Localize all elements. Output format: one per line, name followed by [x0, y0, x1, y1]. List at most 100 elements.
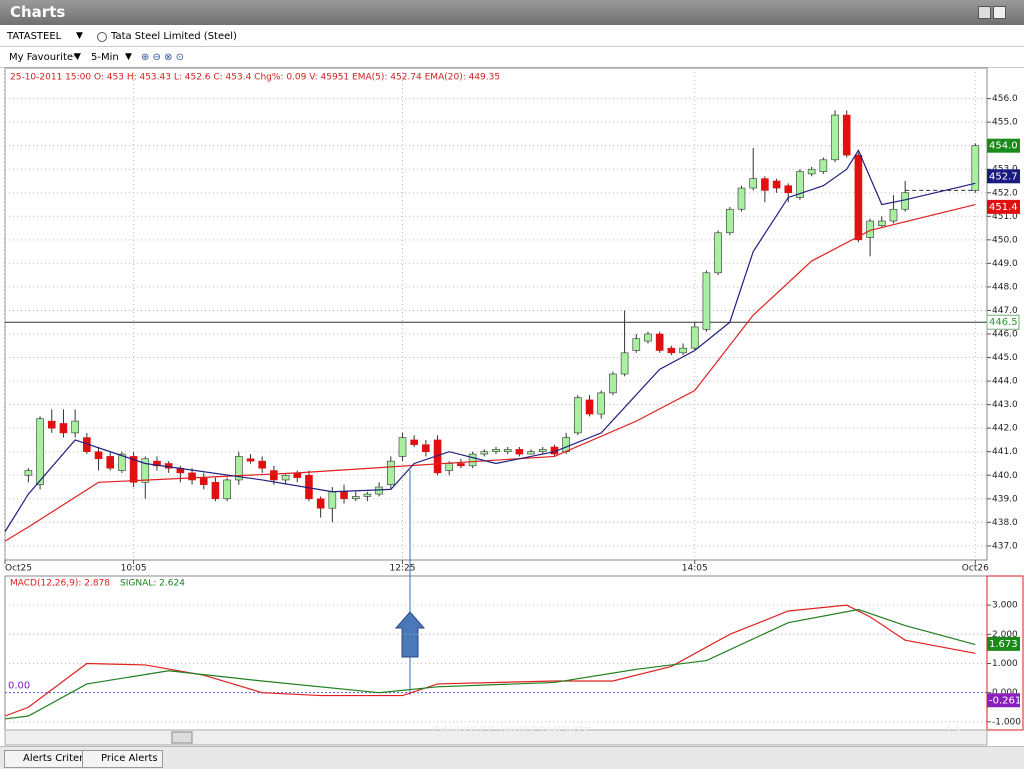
- candle-body: [141, 458, 150, 483]
- y-tick-label: 448.0: [992, 282, 1018, 292]
- candle-body: [188, 472, 196, 481]
- price-tag-label: 446.5: [989, 317, 1018, 328]
- candle-body: [281, 474, 290, 481]
- candle-body: [246, 458, 255, 462]
- search-icon[interactable]: [97, 32, 107, 42]
- price-tag: [987, 169, 1020, 184]
- scroll-thumb[interactable]: [171, 731, 193, 744]
- price-tag-label: 454.0: [989, 141, 1018, 152]
- candle-body: [796, 171, 804, 198]
- y-tick-label: 447.0: [992, 306, 1018, 316]
- price-tag: [986, 314, 1020, 330]
- candle-body: [585, 399, 594, 415]
- symbol-row: TATASTEEL ▼ Tata Steel Limited (Steel): [0, 27, 1024, 47]
- candle-body: [620, 352, 629, 375]
- y-tick-label: 451.0: [992, 212, 1018, 222]
- y-tick-label: 441.0: [992, 447, 1018, 457]
- candle-body: [807, 168, 816, 175]
- candle-body: [199, 477, 208, 485]
- price-tag: [987, 693, 1020, 708]
- candle-body: [574, 397, 582, 434]
- dropdown-arrow[interactable]: ▼: [74, 52, 81, 62]
- window-title: Charts: [10, 3, 66, 21]
- candle-body: [737, 187, 746, 210]
- candle-body: [714, 232, 722, 274]
- candle-body: [690, 326, 699, 349]
- candle-body: [831, 114, 839, 161]
- page-number: 13: [945, 726, 962, 741]
- candle-body: [749, 178, 757, 189]
- candle-body: [503, 449, 512, 453]
- price-tag-label: -0.261: [989, 695, 1021, 706]
- candle-body: [211, 482, 220, 500]
- candle-body: [644, 333, 652, 342]
- y-tick-label: 455.0: [992, 118, 1018, 128]
- candle-body: [316, 498, 325, 509]
- line-series: [4, 203, 976, 542]
- candle-body: [842, 114, 851, 156]
- y-tick-label: -1.000: [992, 717, 1021, 727]
- x-tick-label: Oct25: [5, 564, 32, 574]
- watchlist-select[interactable]: My Favourite*: [9, 52, 79, 63]
- line-series: [4, 149, 976, 533]
- legend-entry: SIGNAL: 2.624: [120, 579, 185, 589]
- candle-body: [877, 220, 886, 227]
- dropdown-arrow[interactable]: ▼: [76, 31, 83, 41]
- symbol-select[interactable]: TATASTEEL: [7, 31, 62, 42]
- chart: FINAFREE INVESTMENTS 13 437.0 438.0 439.0 4…: [4, 67, 1024, 746]
- x-tick-label: 14:05: [682, 564, 708, 574]
- candle-body: [223, 479, 231, 500]
- restore-button[interactable]: [978, 6, 991, 19]
- candle-body: [515, 449, 524, 455]
- price-tag: [987, 636, 1020, 651]
- y-tick-label: 438.0: [992, 518, 1018, 528]
- zoom-tools[interactable]: ⊕ ⊖ ⊗ ⊙: [141, 52, 185, 63]
- candle-body: [480, 451, 489, 455]
- price-tag: [987, 199, 1020, 214]
- candle-body: [328, 491, 337, 509]
- price-tag-label: 452.7: [989, 171, 1018, 182]
- candle-body: [386, 460, 395, 485]
- y-tick-label: 443.0: [992, 400, 1018, 410]
- interval-select[interactable]: 5-Min: [91, 52, 119, 63]
- candle-body: [106, 456, 115, 469]
- candle-body: [527, 451, 535, 455]
- y-tick-label: 440.0: [992, 471, 1018, 481]
- candle-body: [667, 347, 676, 354]
- x-tick-label: Oct26: [962, 564, 989, 574]
- candle-body: [726, 208, 734, 234]
- candle-body: [772, 180, 781, 189]
- company-name: Tata Steel Limited (Steel): [111, 31, 237, 42]
- candle-body: [410, 439, 418, 445]
- x-tick-label: 10:05: [121, 564, 147, 574]
- y-tick-label: 442.0: [992, 424, 1018, 434]
- price-tag-label: 451.4: [989, 202, 1018, 213]
- y-tick-label: 452.0: [992, 188, 1018, 198]
- candle-body: [492, 449, 500, 453]
- candle-body: [363, 493, 372, 497]
- candle-body: [351, 496, 360, 500]
- price-tag: [987, 138, 1020, 153]
- dropdown-arrow[interactable]: ▼: [125, 52, 132, 62]
- y-tick-label: 0.000: [992, 688, 1018, 698]
- price-panel: [4, 67, 988, 561]
- candle-body: [59, 423, 68, 434]
- candle-body: [784, 185, 793, 194]
- candle-body: [94, 451, 103, 460]
- title-bar: Charts: [0, 0, 1024, 25]
- candle-body: [702, 272, 711, 330]
- candle-body: [609, 373, 617, 394]
- tab[interactable]: Price Alerts: [82, 750, 163, 768]
- watermark: FINAFREE INVESTMENTS: [432, 726, 591, 741]
- y-tick-label: 456.0: [992, 94, 1018, 104]
- line-series: [4, 604, 976, 717]
- candle-body: [632, 338, 641, 351]
- tab-bar: Alerts Criteria Price Alerts: [0, 746, 1024, 769]
- candle-body: [36, 418, 44, 485]
- candle-body: [153, 460, 161, 467]
- scrollbar[interactable]: [4, 729, 988, 746]
- candle-body: [340, 491, 348, 500]
- close-button[interactable]: [993, 6, 1006, 19]
- candle-body: [270, 470, 278, 481]
